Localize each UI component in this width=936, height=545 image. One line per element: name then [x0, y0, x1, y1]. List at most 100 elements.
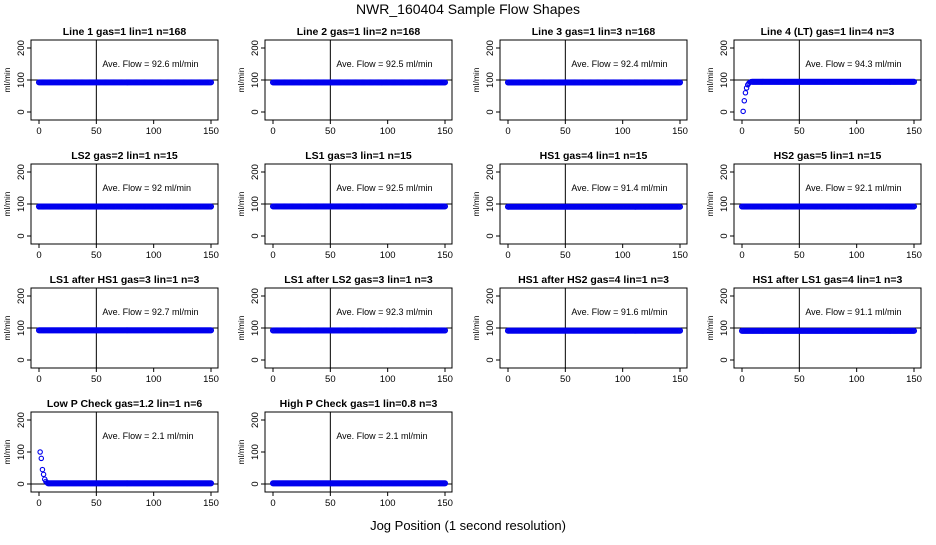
y-axis-label: ml/min [471, 315, 481, 340]
series-points [269, 480, 449, 487]
x-tick-label: 50 [794, 250, 805, 261]
y-axis-label: ml/min [2, 191, 12, 216]
average-flow-annotation: Ave. Flow = 91.4 ml/min [571, 183, 667, 193]
x-tick-label: 150 [906, 374, 922, 385]
x-tick-label: 50 [325, 250, 336, 261]
y-tick-label: 0 [250, 481, 261, 486]
x-tick-label: 150 [906, 250, 922, 261]
data-point [38, 455, 45, 462]
chart-panel-9: LS1 after HS1 gas=3 lin=1 n=3 0 50 100 150 0 1… [2, 274, 219, 385]
data-point [676, 79, 684, 86]
y-tick-label: 200 [250, 40, 261, 56]
x-tick-label: 0 [270, 498, 275, 509]
chart-panel-12: HS1 after LS1 gas=4 lin=1 n=3 0 50 100 150 0 1… [705, 274, 922, 385]
x-tick-label: 150 [437, 374, 453, 385]
chart-title: LS2 gas=2 lin=1 n=15 [71, 150, 178, 162]
chart-panel-6: LS1 gas=3 lin=1 n=15 0 50 100 150 0 100 200 ml/m… [236, 150, 453, 261]
average-flow-annotation: Ave. Flow = 92 ml/min [102, 183, 191, 193]
x-tick-label: 100 [380, 250, 396, 261]
chart-title: HS2 gas=5 lin=1 n=15 [774, 150, 882, 162]
x-tick-label: 100 [849, 250, 865, 261]
y-axis-label: ml/min [471, 191, 481, 216]
y-axis-label: ml/min [705, 67, 715, 92]
y-tick-label: 100 [485, 196, 496, 212]
y-tick-label: 0 [16, 481, 27, 486]
average-flow-annotation: Ave. Flow = 91.6 ml/min [571, 307, 667, 317]
y-axis-label: ml/min [236, 191, 246, 216]
x-tick-label: 100 [380, 126, 396, 137]
x-tick-label: 100 [146, 374, 162, 385]
y-axis-label: ml/min [236, 315, 246, 340]
average-flow-annotation: Ave. Flow = 92.5 ml/min [336, 183, 432, 193]
series-points [738, 327, 918, 334]
x-tick-label: 150 [437, 498, 453, 509]
y-axis-label: ml/min [705, 315, 715, 340]
y-tick-label: 100 [250, 320, 261, 336]
data-point [441, 327, 449, 334]
y-tick-label: 200 [16, 40, 27, 56]
y-tick-label: 100 [16, 72, 27, 88]
data-point [441, 480, 449, 487]
data-point [676, 327, 684, 334]
y-axis-label: ml/min [705, 191, 715, 216]
y-tick-label: 100 [250, 196, 261, 212]
series-points [738, 203, 918, 210]
x-tick-label: 150 [672, 126, 688, 137]
x-tick-label: 50 [794, 126, 805, 137]
y-tick-label: 100 [485, 72, 496, 88]
x-tick-label: 0 [36, 126, 41, 137]
data-point [207, 480, 215, 487]
y-tick-label: 0 [250, 109, 261, 114]
x-tick-label: 0 [270, 250, 275, 261]
y-tick-label: 0 [250, 233, 261, 238]
chart-panel-4: Line 4 (LT) gas=1 lin=4 n=3 0 50 100 150 0 100… [705, 26, 922, 137]
data-point [207, 79, 215, 86]
x-tick-label: 150 [203, 374, 219, 385]
chart-panel-2: Line 2 gas=1 lin=2 n=168 0 50 100 150 0 100 200… [236, 26, 453, 137]
data-point [207, 203, 215, 210]
series-points [740, 78, 918, 115]
chart-title: Line 2 gas=1 lin=2 n=168 [297, 26, 421, 38]
y-tick-label: 100 [16, 444, 27, 460]
x-tick-label: 150 [437, 126, 453, 137]
x-tick-label: 50 [91, 126, 102, 137]
chart-panel-10: LS1 after LS2 gas=3 lin=1 n=3 0 50 100 150 0 1… [236, 274, 453, 385]
y-tick-label: 200 [250, 412, 261, 428]
x-tick-label: 100 [615, 374, 631, 385]
average-flow-annotation: Ave. Flow = 92.3 ml/min [336, 307, 432, 317]
average-flow-annotation: Ave. Flow = 2.1 ml/min [336, 431, 427, 441]
y-tick-label: 0 [485, 357, 496, 362]
x-tick-label: 0 [739, 374, 744, 385]
x-tick-label: 0 [505, 126, 510, 137]
x-tick-label: 50 [560, 126, 571, 137]
data-point [741, 98, 748, 104]
x-tick-label: 100 [615, 126, 631, 137]
data-point [441, 79, 449, 86]
chart-panel-7: HS1 gas=4 lin=1 n=15 0 50 100 150 0 100 200 ml/m… [471, 150, 688, 261]
x-tick-label: 50 [794, 374, 805, 385]
data-point [910, 327, 918, 334]
y-tick-label: 100 [719, 196, 730, 212]
y-axis-label: ml/min [2, 439, 12, 464]
series-points [269, 79, 449, 86]
chart-title: HS1 after LS1 gas=4 lin=1 n=3 [753, 274, 903, 286]
average-flow-annotation: Ave. Flow = 92.5 ml/min [336, 59, 432, 69]
x-tick-label: 100 [380, 374, 396, 385]
series-points [504, 79, 684, 86]
y-tick-label: 0 [16, 233, 27, 238]
x-tick-label: 150 [203, 498, 219, 509]
x-tick-label: 100 [146, 250, 162, 261]
y-tick-label: 200 [16, 288, 27, 304]
y-tick-label: 100 [250, 72, 261, 88]
average-flow-annotation: Ave. Flow = 92.7 ml/min [102, 307, 198, 317]
y-tick-label: 100 [485, 320, 496, 336]
average-flow-annotation: Ave. Flow = 94.3 ml/min [805, 59, 901, 69]
chart-panel-5: LS2 gas=2 lin=1 n=15 0 50 100 150 0 100 200 ml/m… [2, 150, 219, 261]
x-tick-label: 0 [505, 374, 510, 385]
series-points [35, 79, 215, 86]
x-tick-label: 50 [325, 126, 336, 137]
x-tick-label: 50 [91, 498, 102, 509]
x-tick-label: 0 [505, 250, 510, 261]
